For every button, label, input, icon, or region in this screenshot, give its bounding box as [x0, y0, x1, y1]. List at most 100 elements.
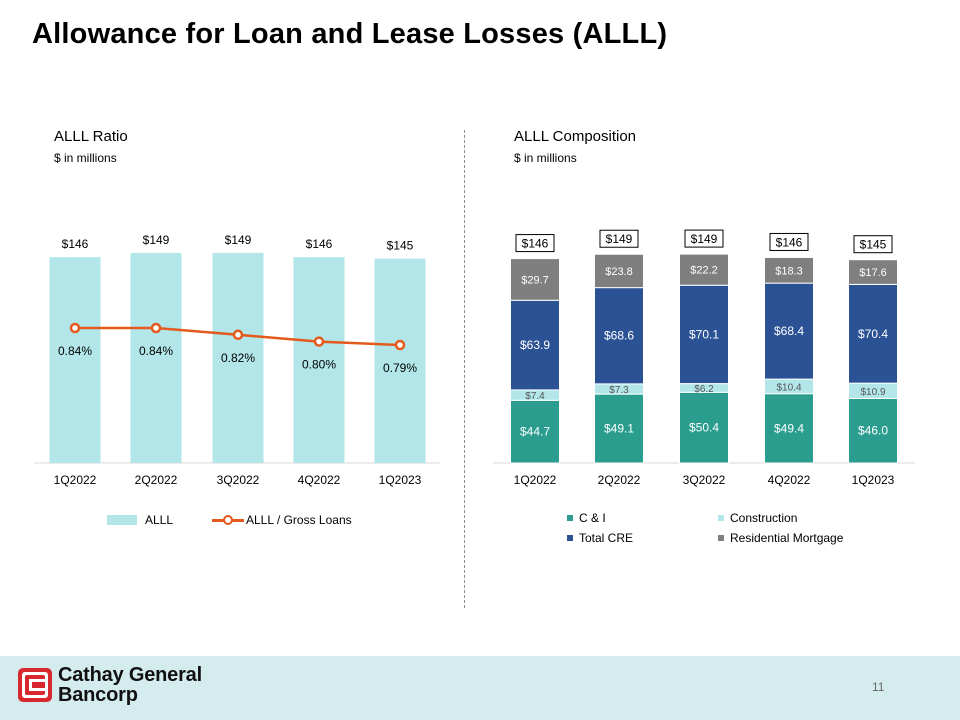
- ci-label: $49.4: [774, 421, 804, 435]
- construction-label: $10.9: [860, 387, 885, 398]
- x-tick-label: 4Q2022: [768, 473, 811, 487]
- total-label: $145: [860, 238, 887, 252]
- alll-bar-label: $149: [143, 233, 170, 247]
- residential-label: $29.7: [521, 274, 549, 286]
- logo-text: Cathay General Bancorp: [58, 665, 202, 705]
- ci-label: $46.0: [858, 424, 888, 438]
- residential-label: $22.2: [690, 265, 718, 277]
- ci-segment: [594, 393, 644, 464]
- total-cre-segment: [764, 282, 814, 380]
- total-label: $149: [691, 232, 718, 246]
- x-tick-label: 1Q2022: [514, 473, 557, 487]
- x-tick-label: 2Q2022: [135, 473, 178, 487]
- ci-segment: [848, 397, 898, 464]
- total-cre-label: $63.9: [520, 338, 550, 352]
- x-tick-label: 3Q2022: [217, 473, 260, 487]
- ratio-label: 0.79%: [383, 361, 417, 375]
- construction-label: $7.3: [609, 385, 629, 396]
- total-cre-segment: [848, 283, 898, 384]
- alll-ratio-chart: $146 1Q2022 $149 2Q2022 $149 3Q2022 $146 4Q2022…: [34, 233, 440, 487]
- residential-segment: [764, 256, 814, 284]
- ci-label: $49.1: [604, 422, 634, 436]
- x-tick-label: 1Q2022: [54, 473, 97, 487]
- total-cre-segment: [594, 287, 644, 385]
- legend-alll-label: ALLL: [145, 513, 174, 527]
- ratio-label: 0.84%: [139, 344, 173, 358]
- residential-label: $17.6: [859, 267, 887, 279]
- alll-bar: [212, 252, 264, 463]
- residential-segment: [848, 259, 898, 285]
- total-label: $149: [606, 232, 633, 246]
- alll-bar: [293, 257, 345, 463]
- legend-total-cre-label: Total CRE: [579, 531, 634, 545]
- residential-segment: [679, 253, 729, 286]
- legend-construction: Construction: [718, 511, 797, 525]
- alll-bar: [49, 257, 101, 463]
- ratio-point: [232, 329, 244, 341]
- logo-line-1: Cathay General: [58, 664, 202, 686]
- legend-residential-swatch: [718, 535, 724, 541]
- ci-label: $50.4: [689, 421, 719, 435]
- total-cre-label: $68.6: [604, 329, 634, 343]
- legend-total-cre-swatch: [567, 535, 573, 541]
- legend-ci-swatch: [567, 515, 573, 521]
- legend-residential-label: Residential Mortgage: [730, 531, 844, 545]
- ci-segment: [679, 391, 729, 464]
- ci-segment: [764, 393, 814, 464]
- ci-segment: [510, 399, 560, 464]
- legend-ratio-label: ALLL / Gross Loans: [246, 513, 352, 527]
- total-label: $146: [776, 235, 803, 249]
- x-tick-label: 4Q2022: [298, 473, 341, 487]
- total-box: [853, 235, 893, 254]
- ratio-label: 0.84%: [58, 344, 92, 358]
- legend-ratio-swatch: [212, 515, 244, 525]
- total-box: [599, 229, 639, 248]
- construction-label: $6.2: [694, 384, 714, 395]
- ci-label: $44.7: [520, 425, 550, 439]
- alll-bar: [374, 258, 426, 463]
- ratio-point: [394, 339, 406, 351]
- ratio-point: [69, 322, 81, 334]
- residential-label: $23.8: [605, 266, 633, 278]
- construction-label: $10.4: [776, 382, 801, 393]
- alll-ratio-unit: $ in millions: [54, 151, 117, 165]
- residential-label: $18.3: [775, 265, 803, 277]
- ratio-label: 0.80%: [302, 358, 336, 372]
- legend-alll: ALLL: [107, 513, 173, 527]
- legend-construction-swatch: [718, 515, 724, 521]
- alll-ratio-title: ALLL Ratio: [54, 128, 128, 145]
- alll-composition-title: ALLL Composition: [514, 128, 637, 145]
- residential-segment: [594, 253, 644, 289]
- total-cre-label: $70.4: [858, 327, 888, 341]
- x-tick-label: 1Q2023: [852, 473, 895, 487]
- legend-residential: Residential Mortgage: [718, 531, 843, 545]
- chart-divider: [464, 130, 465, 608]
- legend-ratio: ALLL / Gross Loans: [212, 513, 352, 527]
- ratio-label: 0.82%: [221, 351, 255, 365]
- page-number: 11: [872, 680, 885, 694]
- x-tick-label: 3Q2022: [683, 473, 726, 487]
- total-cre-label: $70.1: [689, 327, 719, 341]
- alll-bar-label: $149: [225, 233, 252, 247]
- x-tick-label: 1Q2023: [379, 473, 422, 487]
- ratio-point: [150, 322, 162, 334]
- alll-bar-label: $146: [62, 237, 89, 251]
- alll-bar: [130, 252, 182, 463]
- total-cre-segment: [510, 299, 560, 391]
- legend-total-cre: Total CRE: [567, 531, 633, 545]
- total-box: [769, 232, 809, 251]
- total-cre-label: $68.4: [774, 324, 804, 338]
- residential-segment: [510, 258, 560, 301]
- total-label: $146: [522, 237, 549, 251]
- ratio-point: [313, 336, 325, 347]
- legend-alll-swatch: [107, 515, 137, 525]
- alll-bar-label: $146: [306, 237, 333, 251]
- cathay-logo-icon: [18, 668, 52, 702]
- footer-band: [0, 656, 960, 720]
- legend-ci-label: C & I: [579, 511, 606, 525]
- total-cre-segment: [679, 284, 729, 385]
- x-tick-label: 2Q2022: [598, 473, 641, 487]
- legend-construction-label: Construction: [730, 511, 798, 525]
- alll-composition-chart: $44.7 $7.4 $63.9 $29.7 $146 1Q2022 $49.1 $7.3 $6…: [493, 229, 915, 487]
- total-box: [684, 229, 724, 248]
